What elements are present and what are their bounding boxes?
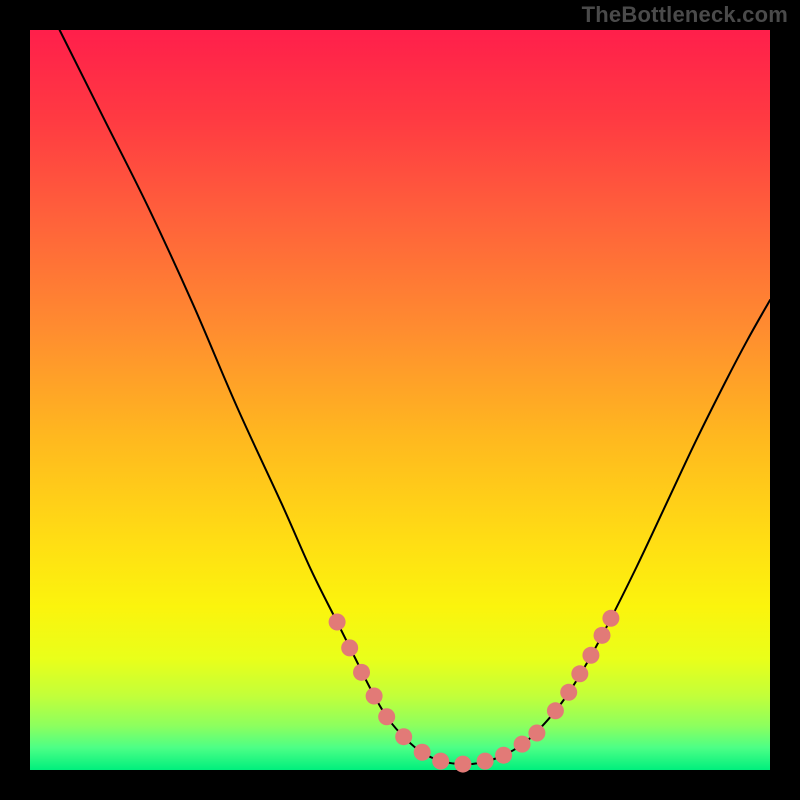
plot-gradient-background [30, 30, 770, 770]
chart-stage: TheBottleneck.com [0, 0, 800, 800]
watermark-text: TheBottleneck.com [582, 2, 788, 28]
